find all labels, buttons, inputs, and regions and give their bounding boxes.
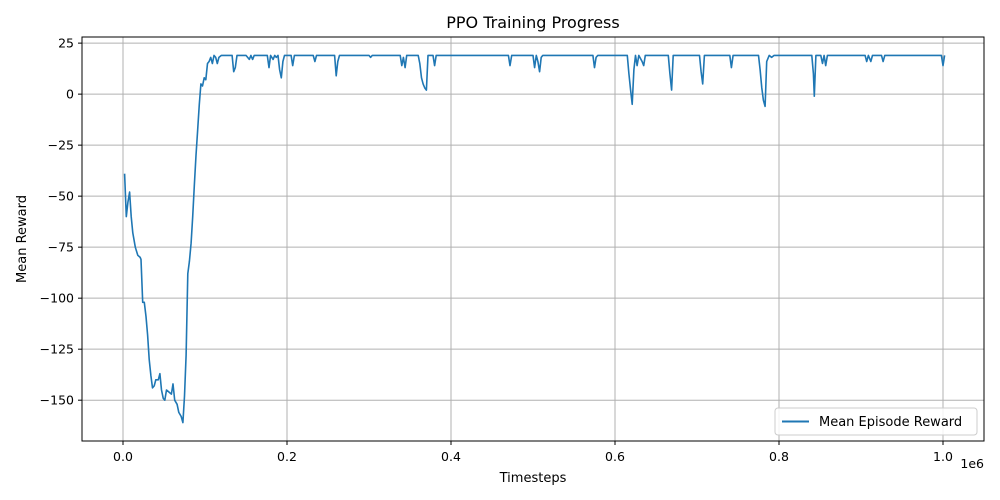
x-axis-label: Timesteps: [499, 471, 567, 486]
x-axis-ticks: 0.0 0.2 0.4 0.6 0.8 1.0: [113, 441, 953, 464]
y-tick-label: −25: [48, 138, 74, 153]
x-tick-label: 0.6: [605, 449, 625, 464]
x-tick-label: 0.4: [441, 449, 461, 464]
y-tick-label: −100: [40, 291, 74, 306]
y-axis-label: Mean Reward: [15, 195, 30, 283]
y-tick-label: −75: [48, 240, 74, 255]
x-tick-label: 0.2: [277, 449, 297, 464]
legend: Mean Episode Reward: [774, 407, 978, 436]
chart-title: PPO Training Progress: [446, 13, 619, 32]
x-tick-label: 1.0: [933, 449, 953, 464]
x-tick-label: 0.8: [769, 449, 789, 464]
legend-frame: [774, 407, 978, 436]
y-tick-label: −125: [40, 342, 74, 357]
x-axis-offset-label: 1e6: [960, 456, 984, 471]
grid-lines: [82, 37, 984, 441]
x-tick-label: 0.0: [113, 449, 133, 464]
y-axis-ticks: 25 0 −25 −50 −75 −100 −125 −150: [40, 36, 82, 408]
series-line-mean-episode-reward: [123, 54, 946, 424]
y-tick-label: 0: [66, 87, 74, 102]
legend-entry: Mean Episode Reward: [819, 415, 962, 430]
y-tick-label: 25: [58, 36, 74, 51]
y-tick-label: −50: [48, 189, 74, 204]
series-layer: [123, 54, 946, 424]
plot-area-frame: [81, 36, 985, 442]
y-tick-label: −150: [40, 393, 74, 408]
